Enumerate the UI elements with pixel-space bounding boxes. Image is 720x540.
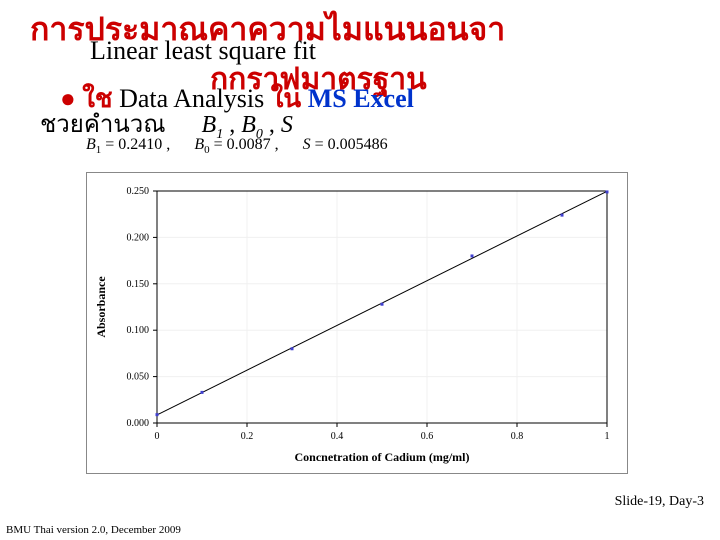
svg-text:0.6: 0.6 xyxy=(421,431,434,442)
svg-text:0.100: 0.100 xyxy=(127,325,150,336)
bullet-ms-excel: MS Excel xyxy=(308,84,414,113)
line3-thai: ชวยคำนวณ xyxy=(40,112,166,138)
svg-text:0.2: 0.2 xyxy=(241,431,254,442)
svg-text:0.000: 0.000 xyxy=(127,418,150,429)
svg-text:0.050: 0.050 xyxy=(127,372,150,383)
footer-version: BMU Thai version 2.0, December 2009 xyxy=(6,524,181,536)
chart-container: 0 0.2 0.4 0.6 0.8 1 0.000 0.050 0.100 0.150 0.200 0… xyxy=(86,172,628,474)
svg-text:Absorbance: Absorbance xyxy=(94,276,108,338)
svg-text:0: 0 xyxy=(155,431,160,442)
svg-text:0.4: 0.4 xyxy=(331,431,344,442)
scatter-chart: 0 0.2 0.4 0.6 0.8 1 0.000 0.050 0.100 0.150 0.200 0… xyxy=(87,173,627,473)
footer-slide-number: Slide-19, Day-3 xyxy=(615,494,704,510)
svg-text:1: 1 xyxy=(605,431,610,442)
svg-text:0.200: 0.200 xyxy=(127,232,150,243)
results-line: B1 = 0.2410 , B0 = 0.0087 , S = 0.005486 xyxy=(86,136,388,156)
svg-text:0.8: 0.8 xyxy=(511,431,524,442)
svg-text:0.150: 0.150 xyxy=(127,279,150,290)
svg-text:0.250: 0.250 xyxy=(127,186,150,197)
svg-text:Concnetration of Cadium (mg/ml: Concnetration of Cadium (mg/ml) xyxy=(295,450,470,464)
